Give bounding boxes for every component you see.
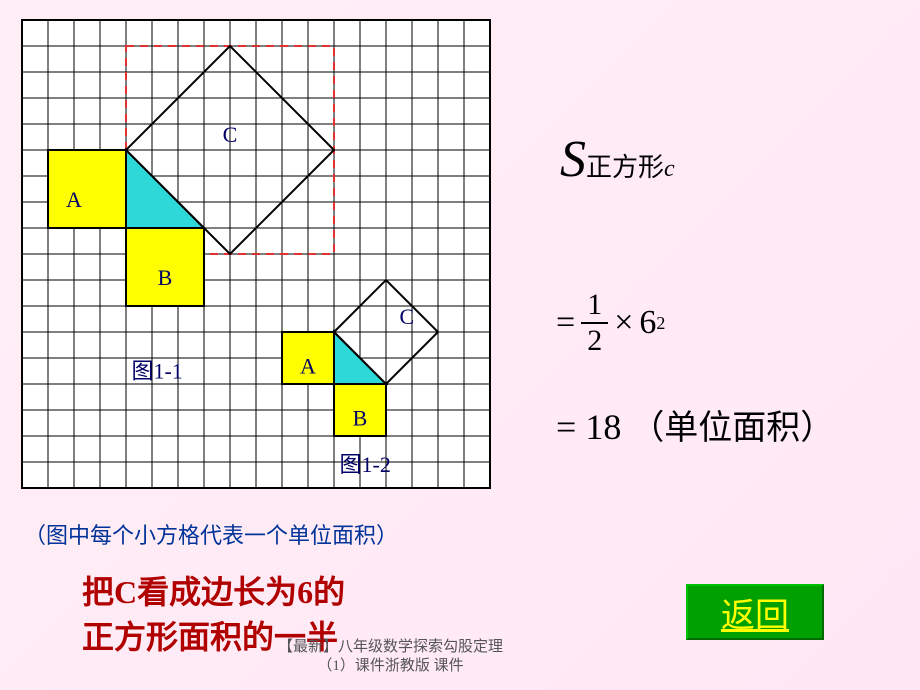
svg-text:C: C bbox=[399, 304, 414, 329]
subscript-c: c bbox=[664, 156, 675, 182]
eq-sign-2: = bbox=[556, 407, 576, 447]
footer-l2: （1）课件浙教版 课件 bbox=[278, 657, 503, 676]
fraction: 1 2 bbox=[581, 288, 608, 358]
diagram-grid: A B C 图1-1 A B C 图1-2 bbox=[20, 18, 492, 490]
footer-note: 【最新】八年级数学探索勾股定理 （1）课件浙教版 课件 bbox=[278, 638, 503, 676]
footer-l1: 【最新】八年级数学探索勾股定理 bbox=[278, 638, 503, 657]
svg-text:A: A bbox=[300, 353, 316, 378]
exp-2: 2 bbox=[656, 313, 665, 334]
subscript-text: 正方形 bbox=[586, 153, 664, 182]
times-sign: × bbox=[614, 304, 633, 342]
base-6: 6 bbox=[639, 304, 656, 342]
svg-text:图1-2: 图1-2 bbox=[340, 452, 391, 477]
svg-text:图1-1: 图1-1 bbox=[132, 359, 183, 384]
svg-text:C: C bbox=[223, 122, 238, 147]
formula-line2: = 1 2 × 62 bbox=[556, 288, 665, 358]
eq-sign-1: = bbox=[556, 304, 575, 342]
svg-text:B: B bbox=[353, 405, 368, 430]
red-line1: 把C看成边长为6的 bbox=[82, 570, 345, 615]
unit-text: （单位面积） bbox=[630, 410, 834, 447]
symbol-S: S bbox=[560, 131, 586, 188]
result-18: 18 bbox=[585, 407, 621, 447]
formula-line1: S正方形c bbox=[560, 130, 675, 189]
return-label: 返回 bbox=[721, 588, 789, 637]
svg-text:A: A bbox=[66, 187, 82, 212]
frac-num: 1 bbox=[581, 288, 608, 322]
frac-den: 2 bbox=[581, 324, 608, 358]
formula-line3: = 18 （单位面积） bbox=[556, 400, 834, 449]
return-button[interactable]: 返回 bbox=[686, 584, 824, 640]
grid-caption: （图中每个小方格代表一个单位面积） bbox=[24, 518, 398, 550]
svg-text:B: B bbox=[158, 265, 173, 290]
